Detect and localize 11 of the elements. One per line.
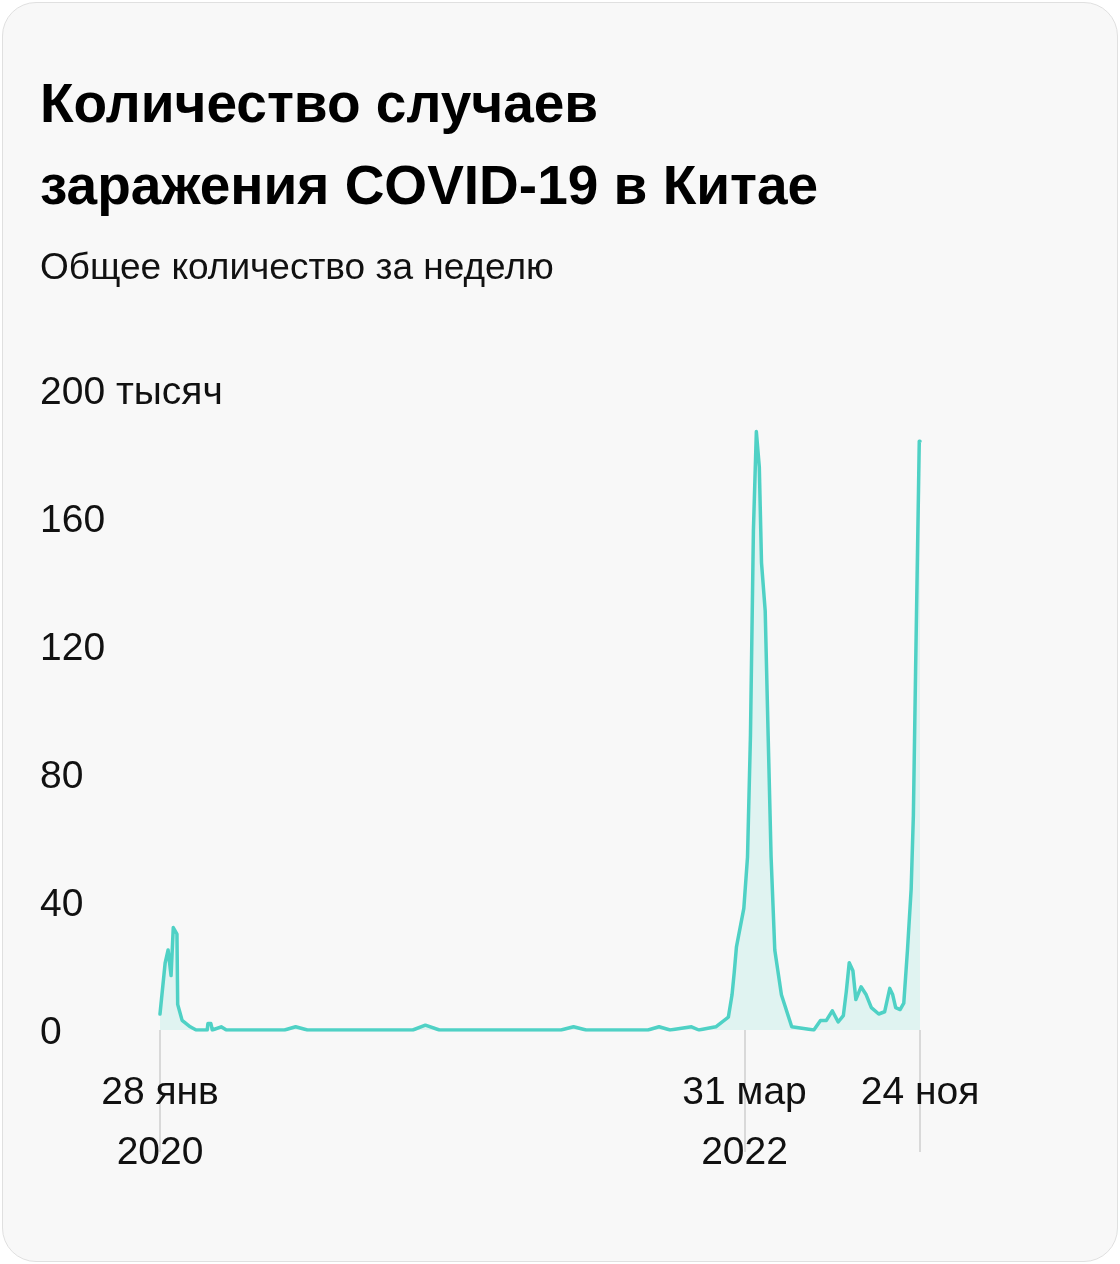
x-tick-label: 31 мар 2022 bbox=[682, 1068, 807, 1172]
x-tick-label: 28 янв 2020 bbox=[101, 1068, 219, 1172]
y-tick-label: 200 тысяч bbox=[40, 368, 223, 412]
y-tick-label: 40 bbox=[40, 880, 84, 924]
y-tick-label: 160 bbox=[40, 496, 106, 540]
chart-title: Количество случаев заражения COVID-19 в Китае bbox=[40, 71, 820, 218]
y-tick-label: 80 bbox=[40, 752, 84, 796]
y-tick-label: 120 bbox=[40, 624, 106, 668]
y-tick-label: 0 bbox=[40, 1008, 62, 1052]
chart-subtitle: Общее количество за неделю bbox=[40, 246, 554, 288]
x-tick-label: 24 ноя bbox=[860, 1068, 980, 1112]
